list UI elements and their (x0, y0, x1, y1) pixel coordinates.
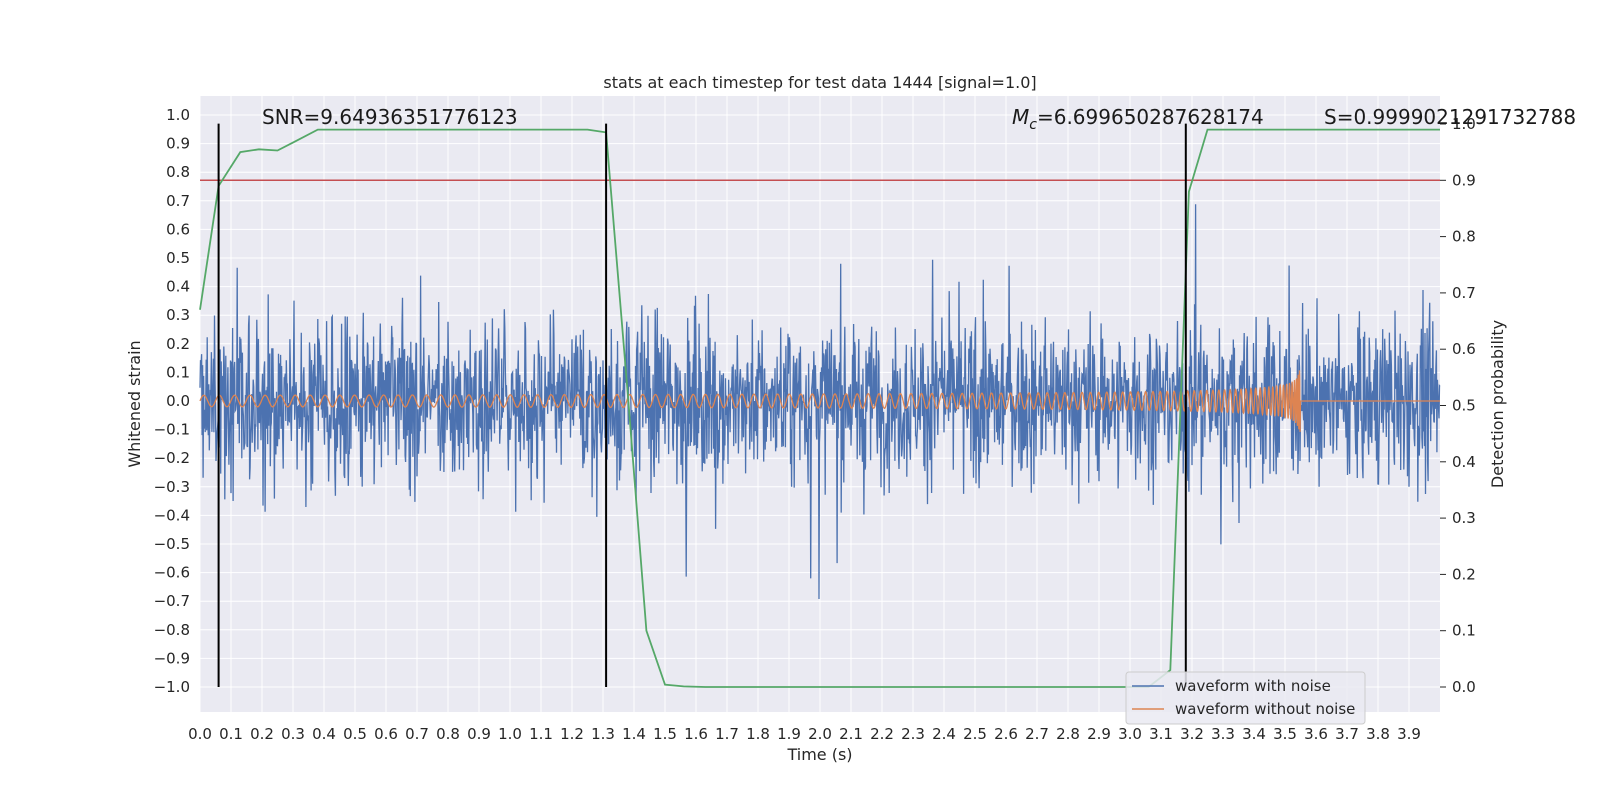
y2-tick-label: 0.4 (1452, 453, 1476, 471)
x-tick-label: 2.6 (994, 725, 1018, 743)
y-tick-labels: 1.0 0.9 0.8 0.7 0.6 0.5 0.4 0.3 0.2 0.1 0.0 −0.1 −0.… (154, 106, 190, 696)
x-tick-label: 3.6 (1304, 725, 1328, 743)
y-tick-label: 0.5 (166, 249, 190, 267)
x-tick-label: 1.9 (777, 725, 801, 743)
x-tick-label: 1.6 (684, 725, 708, 743)
y2-tick-label: 0.5 (1452, 397, 1476, 415)
y-tick-label: −0.5 (154, 535, 190, 553)
x-tick-labels: 0.0 0.1 0.2 0.3 0.4 0.5 0.6 0.7 0.8 0.9 1.0 1.1 1.2 1… (188, 725, 1421, 743)
noisy-waveform-line (199, 204, 1441, 600)
snr-annotation: SNR=9.64936351776123 (262, 105, 518, 129)
y-tick-label: 0.3 (166, 306, 190, 324)
x-tick-label: 3.1 (1149, 725, 1173, 743)
x-tick-label: 2.0 (808, 725, 832, 743)
x-tick-label: 0.9 (467, 725, 491, 743)
y-axis-label: Whitened strain (125, 340, 144, 467)
x-tick-label: 0.3 (281, 725, 305, 743)
x-tick-label: 0.1 (219, 725, 243, 743)
clean-waveform-line (199, 370, 1440, 432)
detection-markers (217, 123, 1187, 687)
legend-box (1125, 671, 1366, 725)
x-tick-label: 3.7 (1335, 725, 1359, 743)
detection-probability-line (199, 128, 1440, 688)
mc-subscript: c (1029, 117, 1037, 133)
x-tick-label: 3.3 (1211, 725, 1235, 743)
x-tick-label: 3.8 (1366, 725, 1390, 743)
legend: waveform with noise waveform without noi… (1125, 671, 1366, 725)
x-tick-label: 3.0 (1118, 725, 1142, 743)
x-tick-label: 1.7 (715, 725, 739, 743)
y-tick-label: −0.6 (154, 564, 190, 582)
x-tick-label: 1.3 (591, 725, 615, 743)
y2-tick-label: 0.9 (1452, 171, 1476, 189)
x-axis-label: Time (s) (786, 745, 852, 764)
y2-tick-label: 1.0 (1452, 115, 1476, 133)
y-tick-label: 0.7 (166, 192, 190, 210)
y-tick-label: −0.8 (154, 621, 190, 639)
y2-tick-label: 0.3 (1452, 509, 1476, 527)
x-tick-label: 0.8 (436, 725, 460, 743)
x-tick-label: 2.5 (963, 725, 987, 743)
y2-tick-labels: 1.0 0.9 0.8 0.7 0.6 0.5 0.4 0.3 0.2 0.1 0.0 (1440, 115, 1476, 696)
legend-label-noise: waveform with noise (1175, 677, 1331, 695)
x-tick-label: 2.4 (932, 725, 956, 743)
y-tick-label: −0.9 (154, 649, 190, 667)
x-tick-label: 0.0 (188, 725, 212, 743)
y-tick-label: 0.4 (166, 278, 190, 296)
x-tick-label: 1.8 (746, 725, 770, 743)
x-tick-label: 2.3 (901, 725, 925, 743)
x-tick-label: 1.1 (529, 725, 553, 743)
y-tick-label: 0.9 (166, 135, 190, 153)
series-detection-probability (199, 128, 1440, 688)
y-tick-label: −1.0 (154, 678, 190, 696)
y-tick-label: −0.3 (154, 478, 190, 496)
x-tick-label: 3.2 (1180, 725, 1204, 743)
y-tick-label: −0.1 (154, 421, 190, 439)
legend-label-clean: waveform without noise (1175, 700, 1355, 718)
x-tick-label: 3.4 (1242, 725, 1266, 743)
x-tick-label: 0.7 (405, 725, 429, 743)
y-tick-label: −0.4 (154, 506, 190, 524)
mc-symbol: M (1012, 105, 1029, 129)
series-waveform-with-noise (199, 204, 1441, 600)
x-tick-label: 2.9 (1087, 725, 1111, 743)
x-tick-label: 1.4 (622, 725, 646, 743)
x-tick-label: 0.5 (343, 725, 367, 743)
x-tick-label: 3.5 (1273, 725, 1297, 743)
y2-tick-label: 0.7 (1452, 284, 1476, 302)
x-tick-label: 0.2 (250, 725, 274, 743)
x-tick-label: 1.2 (560, 725, 584, 743)
y-tick-label: 0.0 (166, 392, 190, 410)
s-annotation: S=0.9999021291732788 (1324, 105, 1576, 129)
x-tick-label: 2.1 (839, 725, 863, 743)
y-tick-label: 0.6 (166, 220, 190, 238)
y-tick-label: 1.0 (166, 106, 190, 124)
x-tick-label: 3.9 (1397, 725, 1421, 743)
y-tick-label: −0.7 (154, 592, 190, 610)
mc-value: =6.699650287628174 (1037, 105, 1264, 129)
x-tick-label: 2.7 (1025, 725, 1049, 743)
x-tick-label: 1.5 (653, 725, 677, 743)
y2-tick-label: 0.6 (1452, 340, 1476, 358)
x-tick-label: 2.8 (1056, 725, 1080, 743)
chart-title: stats at each timestep for test data 144… (603, 73, 1036, 92)
x-tick-label: 0.4 (312, 725, 336, 743)
y-tick-label: −0.2 (154, 449, 190, 467)
y2-tick-label: 0.0 (1452, 678, 1476, 696)
y2-tick-label: 0.8 (1452, 228, 1476, 246)
x-tick-label: 0.6 (374, 725, 398, 743)
y-tick-label: 0.2 (166, 335, 190, 353)
y2-axis-label: Detection probability (1488, 320, 1507, 488)
series-waveform-without-noise (199, 370, 1440, 432)
y-tick-label: 0.8 (166, 163, 190, 181)
mc-annotation: Mc=6.699650287628174 (1012, 105, 1264, 133)
x-tick-label: 2.2 (870, 725, 894, 743)
y2-tick-label: 0.2 (1452, 565, 1476, 583)
x-tick-label: 1.0 (498, 725, 522, 743)
y2-tick-label: 0.1 (1452, 622, 1476, 640)
y-tick-label: 0.1 (166, 363, 190, 381)
